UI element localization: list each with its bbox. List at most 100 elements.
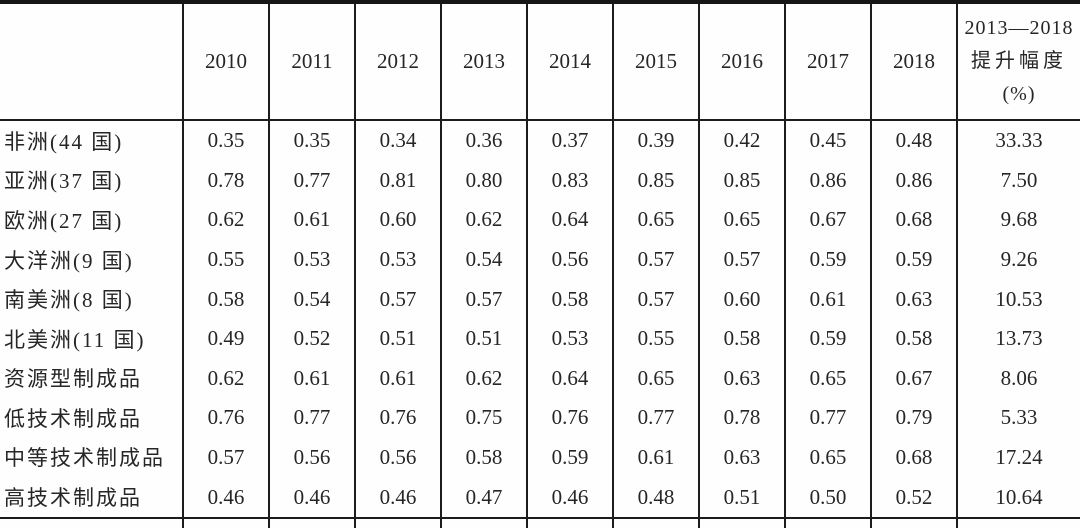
value-cell: 0.77 <box>268 398 355 438</box>
row-label-cell: 南美洲(8 国) <box>4 288 134 313</box>
value-cell: 0.83 <box>526 160 613 201</box>
value-cell: 0.58 <box>526 279 613 319</box>
change-header-unit: (%) <box>1002 83 1036 105</box>
value-cell: 0.61 <box>268 200 355 240</box>
value-cell: 0.79 <box>870 398 957 438</box>
value-cell: 0.53 <box>526 318 613 359</box>
table-row: 北美洲(11 国) 0.49 0.52 0.51 0.51 0.53 0.55 0.58 0.5… <box>0 318 1080 359</box>
value-cell: 0.62 <box>440 200 527 240</box>
value-cell: 0.37 <box>526 120 613 161</box>
value-cell: 0.62 <box>182 358 269 399</box>
value-cell: 0.65 <box>612 358 699 399</box>
year-header-cell: 2010 <box>182 4 269 121</box>
value-cell: 0.56 <box>354 437 441 478</box>
value-cell: 0.58 <box>182 279 269 319</box>
value-cell: 0.67 <box>870 358 957 399</box>
change-cell: 17.24 <box>956 437 1080 478</box>
value-cell: 0.51 <box>698 477 785 519</box>
cropped-cell <box>870 517 957 528</box>
value-cell: 0.77 <box>612 398 699 438</box>
value-cell: 0.59 <box>784 239 871 280</box>
value-cell: 0.77 <box>268 160 355 201</box>
value-cell: 0.35 <box>182 120 269 161</box>
value-cell: 0.58 <box>440 437 527 478</box>
value-cell: 0.62 <box>440 358 527 399</box>
value-cell: 0.48 <box>870 120 957 161</box>
row-label-cell: 欧洲(27 国) <box>4 208 124 233</box>
value-cell: 0.63 <box>698 358 785 399</box>
value-cell: 0.57 <box>612 279 699 319</box>
change-cell: 7.50 <box>956 160 1080 201</box>
value-cell: 0.48 <box>612 477 699 519</box>
value-cell: 0.53 <box>354 239 441 280</box>
value-cell: 0.59 <box>526 437 613 478</box>
value-cell: 0.54 <box>268 279 355 319</box>
value-cell: 0.78 <box>182 160 269 201</box>
cropped-cell <box>354 517 441 528</box>
change-cell: 13.73 <box>956 318 1080 359</box>
year-header-cell: 2013 <box>440 4 527 121</box>
change-cell: 8.06 <box>956 358 1080 399</box>
change-cell: 10.53 <box>956 279 1080 319</box>
value-cell: 0.59 <box>784 318 871 359</box>
row-label-cell: 非洲(44 国) <box>4 129 124 154</box>
header-row: 2010 2011 2012 2013 2014 2015 2016 2017 2018 201… <box>0 4 1080 121</box>
value-cell: 0.77 <box>784 398 871 438</box>
table-row: 中等技术制成品 0.57 0.56 0.56 0.58 0.59 0.61 0.63 0.65 0… <box>0 437 1080 478</box>
value-cell: 0.61 <box>612 437 699 478</box>
value-cell: 0.46 <box>354 477 441 519</box>
value-cell: 0.34 <box>354 120 441 161</box>
value-cell: 0.35 <box>268 120 355 161</box>
value-cell: 0.52 <box>870 477 957 519</box>
cropped-cell <box>440 517 527 528</box>
value-cell: 0.86 <box>870 160 957 201</box>
year-header-cell: 2018 <box>870 4 957 121</box>
value-cell: 0.61 <box>784 279 871 319</box>
value-cell: 0.57 <box>612 239 699 280</box>
value-cell: 0.68 <box>870 200 957 240</box>
value-cell: 0.67 <box>784 200 871 240</box>
value-cell: 0.51 <box>354 318 441 359</box>
value-cell: 0.46 <box>268 477 355 519</box>
value-cell: 0.55 <box>612 318 699 359</box>
value-cell: 0.63 <box>698 437 785 478</box>
value-cell: 0.76 <box>526 398 613 438</box>
year-header-cell: 2017 <box>784 4 871 121</box>
value-cell: 0.49 <box>182 318 269 359</box>
value-cell: 0.85 <box>612 160 699 201</box>
value-cell: 0.65 <box>612 200 699 240</box>
value-cell: 0.53 <box>268 239 355 280</box>
value-cell: 0.78 <box>698 398 785 438</box>
row-label-cell: 低技术制成品 <box>4 406 142 431</box>
table-row: 大洋洲(9 国) 0.55 0.53 0.53 0.54 0.56 0.57 0.57 0.59… <box>0 239 1080 280</box>
table-row: 非洲(44 国) 0.35 0.35 0.34 0.36 0.37 0.39 0.42 0.45… <box>0 120 1080 161</box>
table-row: 亚洲(37 国) 0.78 0.77 0.81 0.80 0.83 0.85 0.85 0.86… <box>0 160 1080 201</box>
table-body: 非洲(44 国) 0.35 0.35 0.34 0.36 0.37 0.39 0.42 0.45… <box>0 120 1080 528</box>
value-cell: 0.60 <box>354 200 441 240</box>
value-cell: 0.57 <box>440 279 527 319</box>
value-cell: 0.61 <box>268 358 355 399</box>
value-cell: 0.47 <box>440 477 527 519</box>
row-label-cell: 亚洲(37 国) <box>4 169 124 194</box>
cropped-cell <box>182 517 269 528</box>
value-cell: 0.64 <box>526 200 613 240</box>
cropped-cell <box>612 517 699 528</box>
value-cell: 0.46 <box>526 477 613 519</box>
cropped-next-row <box>0 517 1080 528</box>
value-cell: 0.51 <box>440 318 527 359</box>
table-row: 欧洲(27 国) 0.62 0.61 0.60 0.62 0.64 0.65 0.65 0.67… <box>0 200 1080 240</box>
cropped-cell <box>784 517 871 528</box>
value-cell: 0.81 <box>354 160 441 201</box>
value-cell: 0.75 <box>440 398 527 438</box>
row-label-cell: 大洋洲(9 国) <box>4 248 134 273</box>
table-row: 高技术制成品 0.46 0.46 0.46 0.47 0.46 0.48 0.51 0.50 0.… <box>0 477 1080 519</box>
year-header-cell: 2015 <box>612 4 699 121</box>
value-cell: 0.39 <box>612 120 699 161</box>
change-cell: 33.33 <box>956 120 1080 161</box>
value-cell: 0.76 <box>354 398 441 438</box>
change-header-range: 2013—2018 <box>964 17 1074 39</box>
value-cell: 0.36 <box>440 120 527 161</box>
value-cell: 0.61 <box>354 358 441 399</box>
value-cell: 0.42 <box>698 120 785 161</box>
change-cell: 9.68 <box>956 200 1080 240</box>
